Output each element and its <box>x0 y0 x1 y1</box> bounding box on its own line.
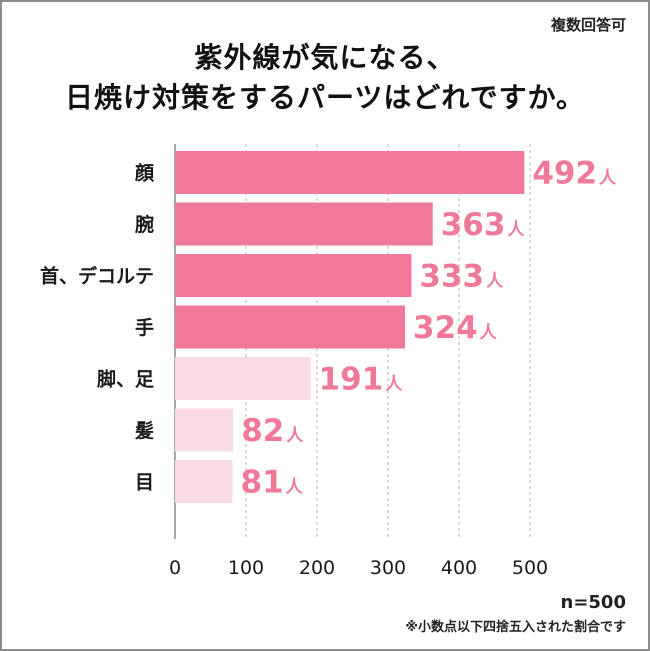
bar <box>175 202 433 246</box>
rounding-footnote: ※小数点以下四捨五入された割合です <box>405 620 626 635</box>
category-label: 顔 <box>134 162 155 185</box>
data-label: 82 人 <box>241 413 304 449</box>
chart-title: 紫外線が気になる、 日焼け対策をするパーツはどれですか。 <box>2 38 648 118</box>
data-label: 333 人 <box>419 259 504 295</box>
category-label: 首、デコルテ <box>40 265 154 288</box>
data-label-unit: 人 <box>507 220 525 240</box>
x-tick-label: 0 <box>169 557 181 579</box>
category-label: 目 <box>135 472 154 494</box>
data-label: 191 人 <box>319 362 404 398</box>
category-label: 髪 <box>134 420 154 442</box>
bar <box>175 151 525 194</box>
x-tick-label: 500 <box>512 557 548 579</box>
bar-chart: 顔 492 人腕 363 人首、デコルテ 333 人手 324 人脚、足 191 人髪 82 人目 81 人… <box>40 144 617 579</box>
x-tick-label: 200 <box>299 557 335 579</box>
data-label: 81 人 <box>241 465 304 501</box>
data-label-unit: 人 <box>486 272 504 292</box>
bar <box>175 305 406 349</box>
category-label: 手 <box>135 316 154 339</box>
bar <box>175 357 311 400</box>
sample-size: n=500 <box>560 592 626 613</box>
data-label-unit: 人 <box>286 478 304 498</box>
x-tick-label: 400 <box>441 557 477 579</box>
data-label: 363 人 <box>441 207 526 243</box>
data-label-unit: 人 <box>599 169 617 189</box>
data-label-unit: 人 <box>385 375 403 395</box>
data-label: 492 人 <box>532 156 617 192</box>
category-label: 脚、足 <box>97 369 155 391</box>
multiple-answers-note: 複数回答可 <box>550 16 626 34</box>
bar <box>175 254 412 297</box>
data-label: 324 人 <box>413 310 498 346</box>
chart-title-line2: 日焼け対策をするパーツはどれですか。 <box>64 81 586 114</box>
bar <box>175 408 234 452</box>
data-label-unit: 人 <box>286 426 304 446</box>
x-tick-label: 300 <box>370 557 406 579</box>
bar <box>175 460 233 503</box>
chart-title-line1: 紫外線が気になる、 <box>194 41 456 74</box>
category-label: 腕 <box>134 213 154 236</box>
data-label-unit: 人 <box>480 323 498 343</box>
x-tick-label: 100 <box>228 557 264 579</box>
